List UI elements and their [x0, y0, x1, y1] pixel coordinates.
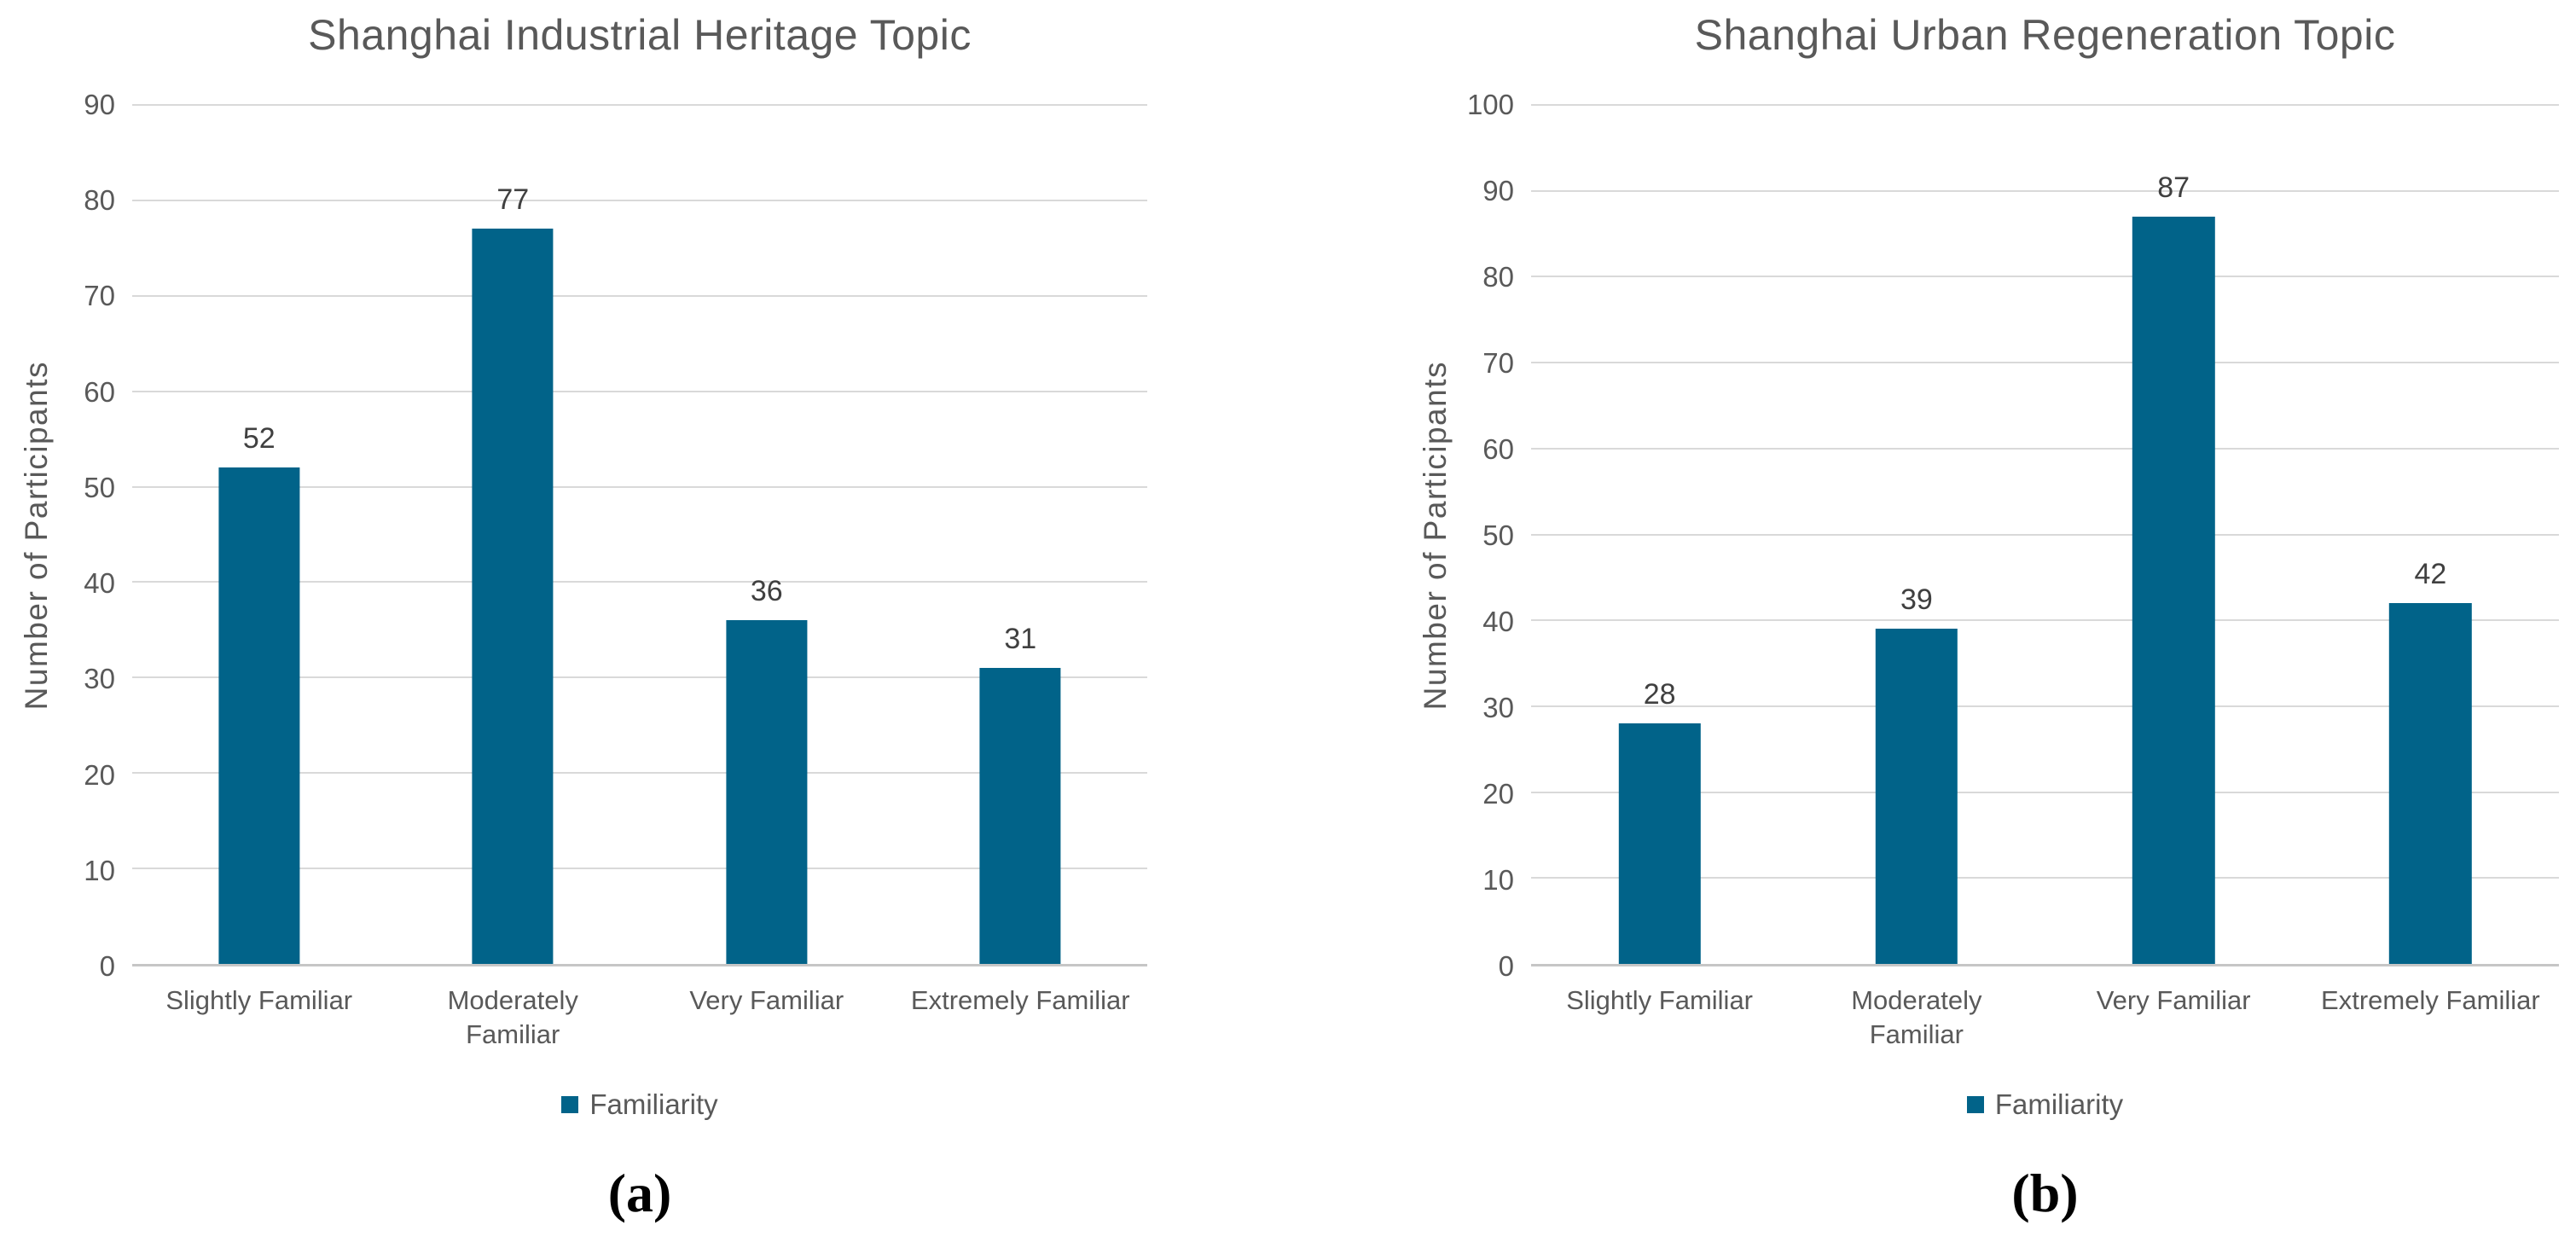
y-tick-label: 90 [84, 89, 115, 120]
bars-container: 52 77 36 31 [132, 105, 1147, 964]
bar [2132, 216, 2215, 964]
panel-caption: (a) [607, 1162, 672, 1223]
y-tick-label: 0 [99, 950, 115, 982]
y-tick-label: 70 [84, 280, 115, 312]
x-category-label: Moderately Familiar [447, 985, 578, 1050]
bar [218, 467, 300, 964]
bar-value-label: 87 [2157, 171, 2190, 204]
gridline [132, 199, 1147, 201]
y-axis-title: Number of Participants [1417, 361, 1453, 711]
bar-slot: 36 [640, 105, 894, 964]
y-tick-label: 80 [1482, 261, 1514, 293]
gridline [132, 676, 1147, 679]
chart-panel-b: Shanghai Urban Regeneration Topic Number… [1412, 0, 2559, 1242]
gridline [1531, 276, 2559, 278]
bar-slot: 52 [132, 105, 386, 964]
x-category-label: Moderately Familiar [1851, 985, 1982, 1050]
y-tick-label: 50 [1482, 519, 1514, 551]
gridline [1531, 791, 2559, 793]
bar-slot: 31 [894, 105, 1148, 964]
y-tick-label: 90 [1482, 175, 1514, 206]
gridline [1531, 705, 2559, 707]
bar [2389, 603, 2472, 964]
y-axis-title-column: Number of Participants [13, 105, 60, 966]
y-tick-label: 60 [84, 375, 115, 408]
bar-slot: 42 [2302, 105, 2559, 964]
bar-value-label: 52 [242, 422, 276, 456]
bar-slot: 77 [386, 105, 641, 964]
bars-container: 28 39 87 42 [1531, 105, 2559, 964]
bar-value-label: 31 [1004, 623, 1037, 656]
x-category-label: Slightly Familiar [165, 985, 353, 1015]
bar [726, 620, 808, 964]
gridline [132, 104, 1147, 106]
gridline [1531, 104, 2559, 106]
bar [1875, 629, 1958, 964]
chart-area: Number of Participants 0 10 20 30 40 50 60 70 80… [1412, 89, 2559, 982]
gridline [1531, 877, 2559, 879]
y-axis-ticks: 0 10 20 30 40 50 60 70 80 90 [60, 89, 132, 982]
y-tick-label: 10 [84, 854, 115, 886]
y-tick-label: 20 [1482, 778, 1514, 810]
gridline [132, 868, 1147, 870]
y-tick-label: 40 [1482, 606, 1514, 637]
gridline [1531, 533, 2559, 536]
chart-area: Number of Participants 0 10 20 30 40 50 60 70 80… [13, 89, 1147, 982]
legend-label: Familiarity [1994, 1088, 2124, 1120]
bar-value-label: 39 [1900, 583, 1933, 617]
gridline [132, 485, 1147, 488]
bar-value-label: 28 [1643, 678, 1676, 711]
legend-swatch-icon [561, 1095, 579, 1113]
y-tick-label: 100 [1466, 89, 1514, 120]
y-tick-label: 80 [84, 184, 115, 217]
bar [1618, 723, 1701, 964]
y-tick-label: 30 [1482, 692, 1514, 723]
plot-area: 52 77 36 31 [132, 104, 1147, 966]
y-tick-label: 0 [1498, 950, 1514, 982]
bar-value-label: 36 [750, 575, 783, 608]
bar [979, 668, 1061, 964]
x-axis-labels: Slightly Familiar Moderately Familiar Very… [1531, 984, 2559, 1053]
x-category-label: Extremely Familiar [2321, 985, 2540, 1015]
gridline [132, 772, 1147, 775]
y-tick-label: 60 [1482, 433, 1514, 465]
bar-value-label: 42 [2414, 558, 2447, 591]
legend-label: Familiarity [589, 1088, 718, 1120]
y-axis-title: Number of Participants [18, 361, 54, 711]
chart-title: Shanghai Urban Regeneration Topic [1694, 11, 2396, 59]
gridline [132, 581, 1147, 583]
y-tick-label: 40 [84, 567, 115, 600]
bar [472, 229, 554, 964]
x-category-label: Extremely Familiar [910, 985, 1130, 1015]
plot-area: 28 39 87 42 [1531, 104, 2559, 966]
y-axis-ticks: 0 10 20 30 40 50 60 70 80 90 100 [1459, 89, 1531, 982]
legend: Familiarity [132, 1088, 1147, 1121]
y-tick-label: 70 [1482, 347, 1514, 379]
bar-value-label: 77 [496, 183, 530, 217]
bar-slot: 87 [2045, 105, 2302, 964]
gridline [132, 390, 1147, 392]
chart-panel-a: Shanghai Industrial Heritage Topic Numbe… [13, 0, 1147, 1242]
y-axis-title-column: Number of Participants [1412, 105, 1459, 966]
gridline [132, 294, 1147, 297]
gridline [1531, 619, 2559, 622]
gridline [1531, 447, 2559, 450]
legend-swatch-icon [1966, 1095, 1984, 1113]
panel-caption: (b) [2011, 1162, 2079, 1223]
bar-slot: 39 [1788, 105, 2045, 964]
x-category-label: Very Familiar [689, 985, 844, 1015]
y-tick-label: 30 [84, 663, 115, 695]
y-tick-label: 20 [84, 758, 115, 791]
chart-title: Shanghai Industrial Heritage Topic [308, 11, 972, 59]
y-tick-label: 50 [84, 471, 115, 503]
x-axis-labels: Slightly Familiar Moderately Familiar Very… [132, 984, 1147, 1053]
y-tick-label: 10 [1482, 864, 1514, 896]
x-category-label: Very Familiar [2096, 985, 2251, 1015]
bar-slot: 28 [1531, 105, 1788, 964]
gridline [1531, 362, 2559, 364]
legend: Familiarity [1531, 1088, 2559, 1121]
x-category-label: Slightly Familiar [1566, 985, 1754, 1015]
gridline [1531, 189, 2559, 192]
